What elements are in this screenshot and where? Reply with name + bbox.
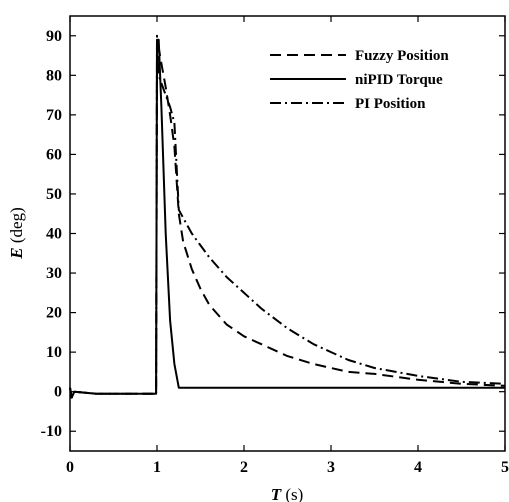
y-tick-label: 40 <box>46 226 62 243</box>
legend-label: Fuzzy Position <box>355 48 449 64</box>
legend-item-pi-position: PI Position <box>270 96 426 112</box>
y-axis-title: E (deg) <box>7 207 26 259</box>
y-tick-label: 80 <box>46 67 62 84</box>
series-line-nipid-torque <box>69 38 505 399</box>
legend-item-fuzzy-position: Fuzzy Position <box>270 48 449 64</box>
legend-label: PI Position <box>355 96 426 112</box>
y-tick-label: -10 <box>41 423 62 440</box>
y-tick-label: 10 <box>46 344 62 361</box>
x-axis-title: T (s) <box>271 485 304 502</box>
x-axis-ticks: 0 1 2 3 4 5 <box>66 16 509 476</box>
x-tick-label: 4 <box>414 459 422 476</box>
y-tick-label: 90 <box>46 28 62 45</box>
y-axis-unit: (deg) <box>7 207 26 243</box>
y-tick-label: 60 <box>46 146 62 163</box>
plot-lines <box>69 34 506 399</box>
y-axis-ticks: -10 0 10 20 30 40 50 60 70 80 90 <box>41 28 505 440</box>
x-tick-label: 1 <box>153 459 161 476</box>
legend-item-nipid-torque: niPID Torque <box>270 72 443 88</box>
series-line-pi-position <box>69 34 506 399</box>
y-tick-label: 50 <box>46 186 62 203</box>
series-line-fuzzy-position <box>69 46 506 399</box>
x-axis-unit: (s) <box>285 485 303 502</box>
x-tick-label: 3 <box>327 459 335 476</box>
x-axis-variable: T <box>271 485 282 502</box>
y-tick-label: 70 <box>46 107 62 124</box>
legend-label: niPID Torque <box>355 72 443 88</box>
y-tick-label: 0 <box>54 384 62 401</box>
x-tick-label: 0 <box>66 459 74 476</box>
y-tick-label: 30 <box>46 265 62 282</box>
x-tick-label: 5 <box>501 459 509 476</box>
y-tick-label: 20 <box>46 305 62 322</box>
y-axis-variable: E <box>7 247 26 259</box>
legend: Fuzzy Position niPID Torque PI Position <box>270 48 449 112</box>
x-tick-label: 2 <box>240 459 248 476</box>
